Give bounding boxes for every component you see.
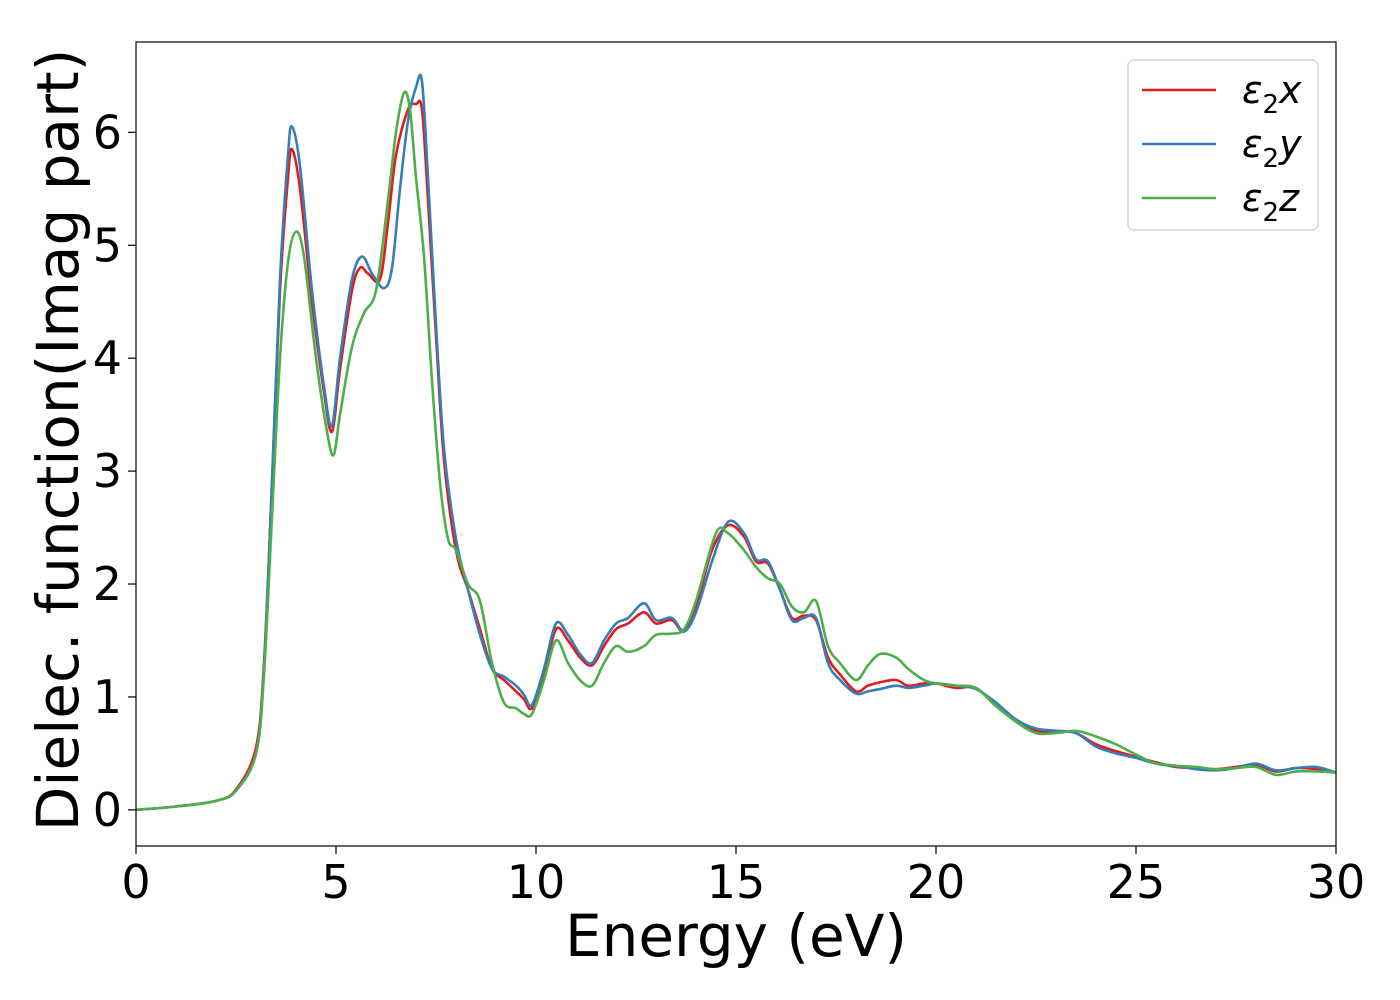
y-tick-label: 1 — [93, 670, 122, 724]
x-axis-label: Energy (eV) — [565, 902, 907, 970]
legend-label-z: ε2z — [1242, 176, 1300, 228]
series-line-z — [135, 90, 1337, 812]
x-tick-label: 25 — [1107, 855, 1166, 909]
y-tick-label: 4 — [93, 331, 122, 385]
series-lines — [135, 73, 1337, 812]
x-tick-label: 15 — [707, 855, 766, 909]
x-tick-label: 5 — [321, 855, 350, 909]
y-tick-label: 3 — [93, 444, 122, 498]
x-tick-label: 10 — [507, 855, 566, 909]
x-tick-label: 30 — [1307, 855, 1366, 909]
legend-label-x: ε2x — [1242, 68, 1302, 120]
y-tick-label: 6 — [93, 105, 122, 159]
series-line-y — [135, 73, 1337, 812]
x-axis-ticks: 0 5 10 15 20 25 30 — [121, 846, 1365, 909]
y-axis-ticks: 0 1 2 3 4 5 6 — [93, 105, 136, 837]
legend-box — [1127, 59, 1319, 231]
legend-label-y: ε2y — [1242, 122, 1302, 174]
y-tick-label: 2 — [93, 557, 122, 611]
x-tick-label: 0 — [121, 855, 150, 909]
y-axis-label: Dielec. function(Imag part) — [24, 49, 92, 832]
y-tick-label: 0 — [93, 783, 122, 837]
x-tick-label: 20 — [907, 855, 966, 909]
y-tick-label: 5 — [93, 218, 122, 272]
